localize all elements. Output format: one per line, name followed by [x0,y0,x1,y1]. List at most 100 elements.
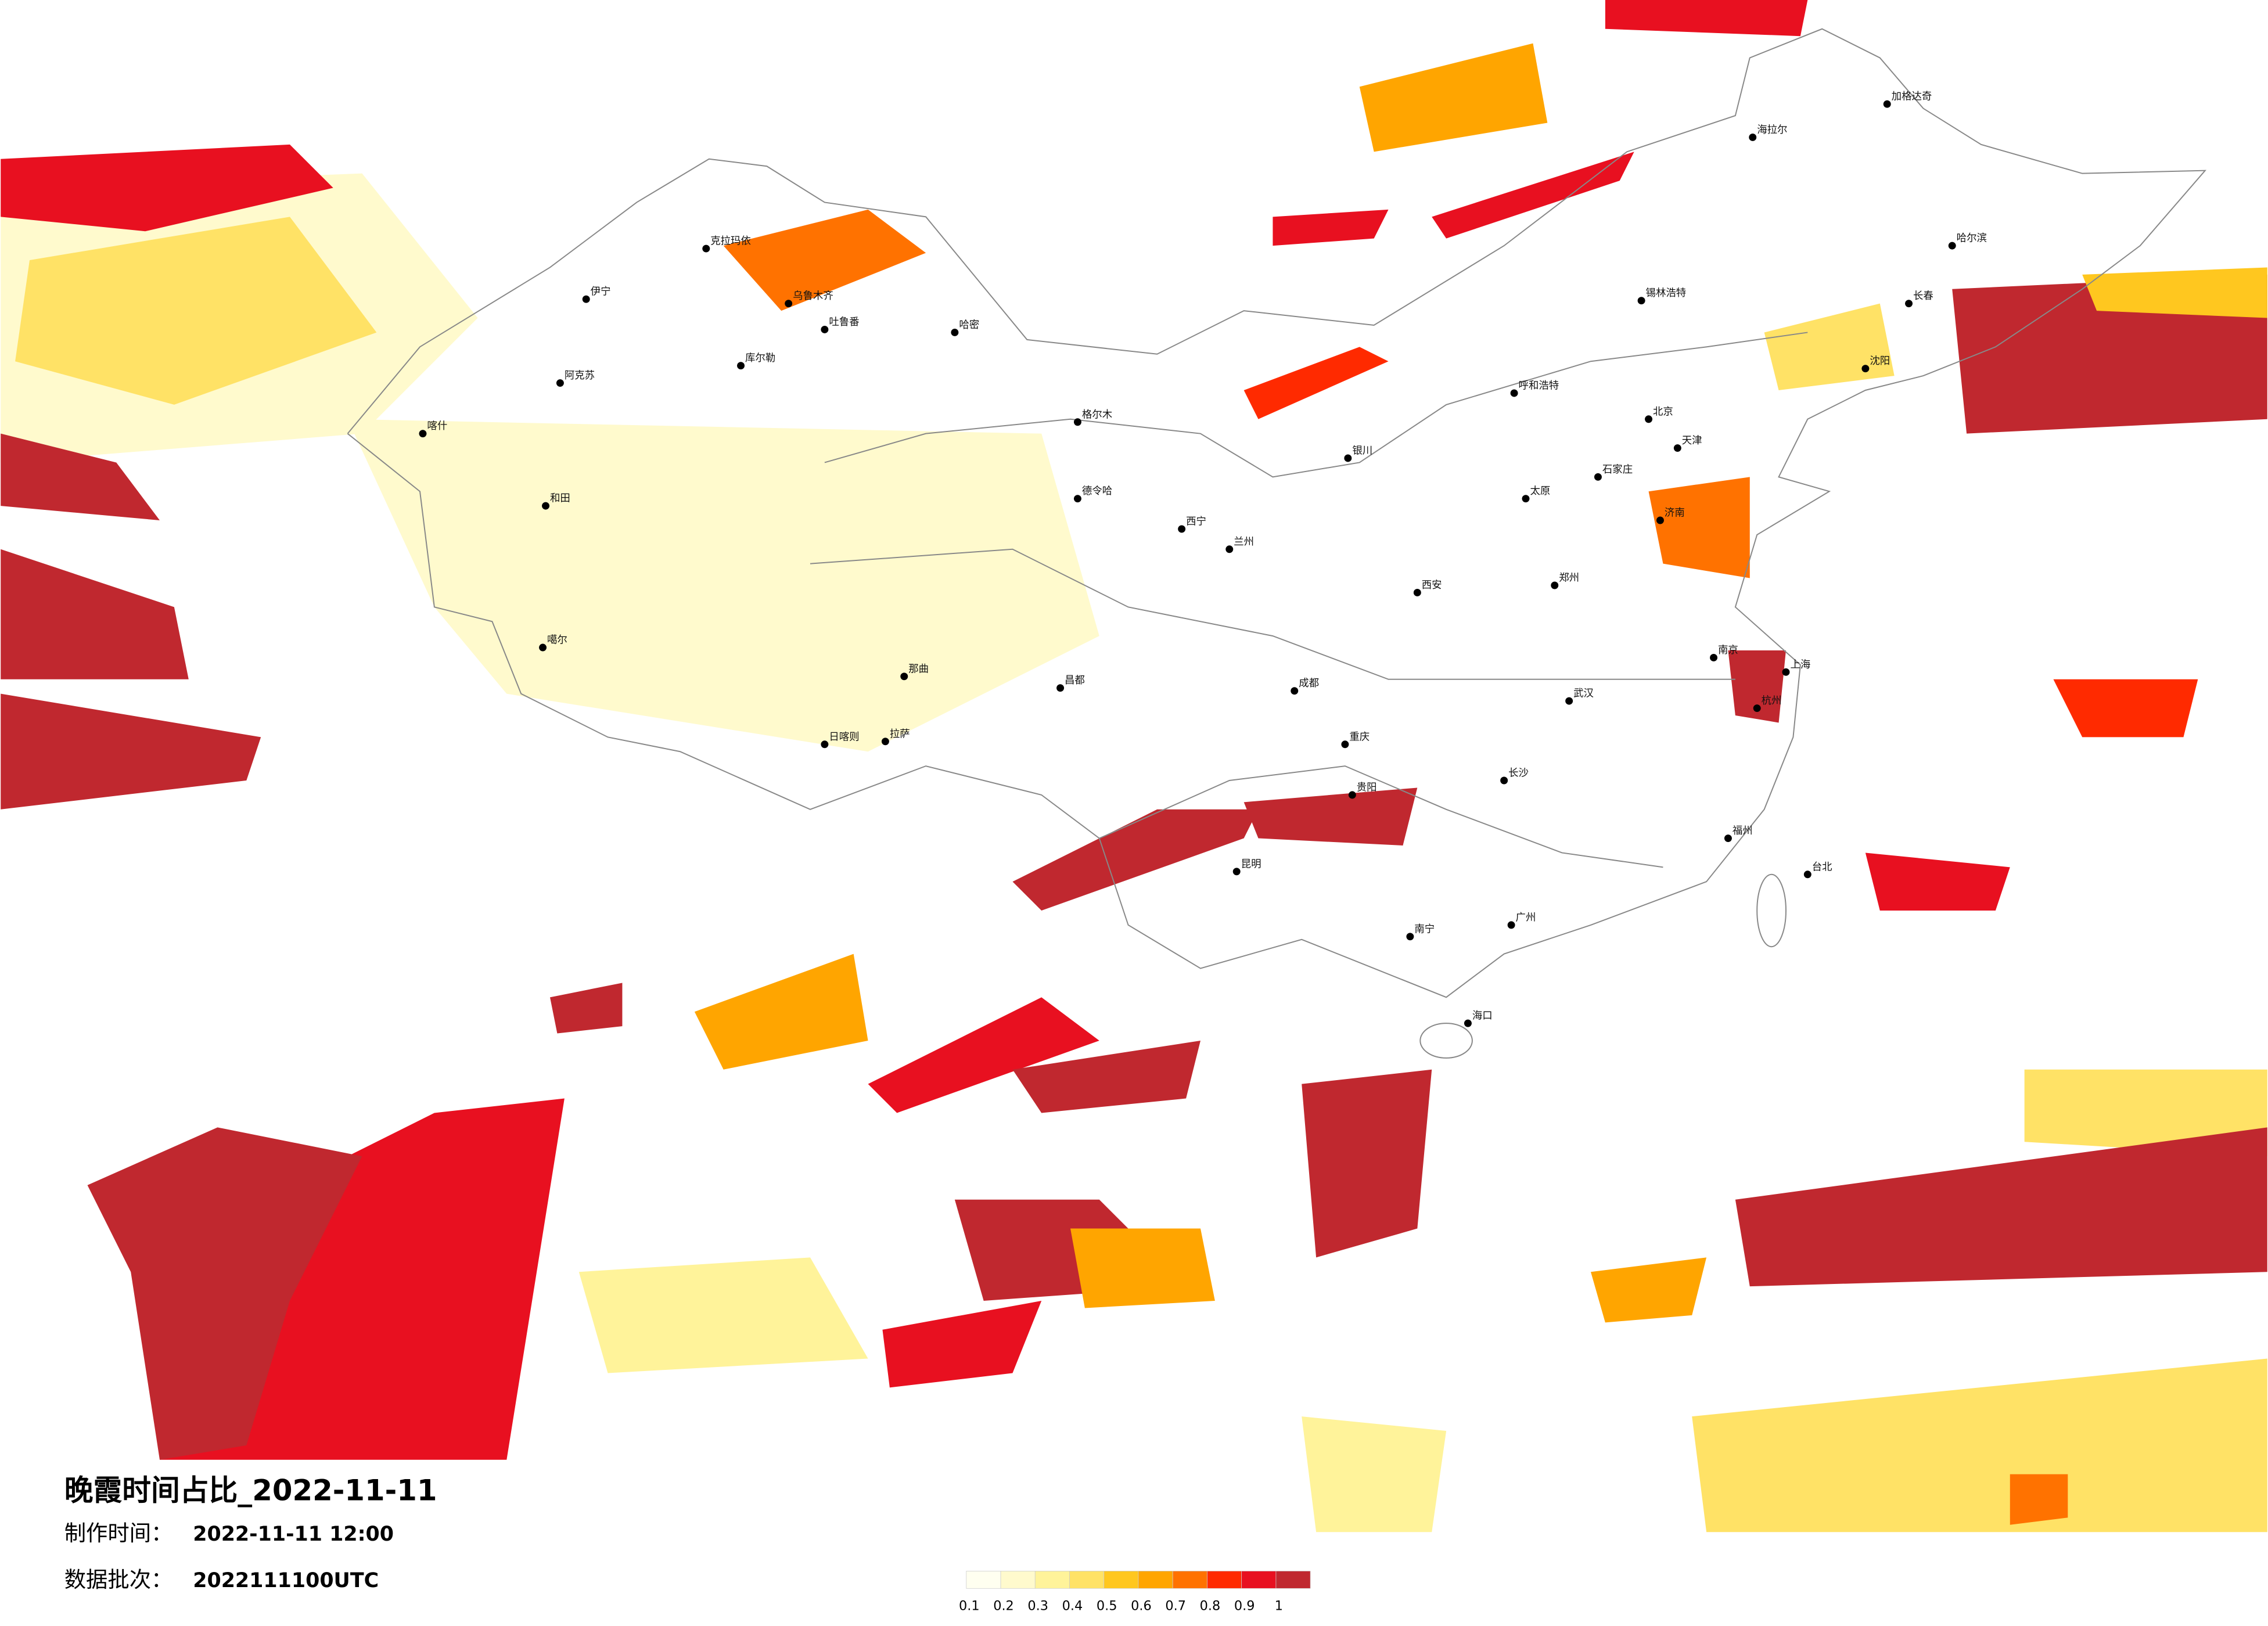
city-label: 海口 [1472,1010,1493,1022]
city-dot [1522,495,1530,503]
province-border [810,548,1735,680]
make-time-label: 制作时间： [64,1520,173,1546]
city-label: 长春 [1913,290,1933,302]
field-area [2082,267,2267,318]
field-area [1865,852,2010,911]
city-label: 北京 [1653,406,1673,418]
city-label: 德令哈 [1082,485,1112,497]
city-label: 日喀则 [829,731,859,743]
city-dot [1645,415,1653,423]
city-label: 呼和浩特 [1519,380,1559,392]
legend-swatch [1207,1571,1242,1589]
city-label: 杭州 [1762,695,1782,707]
field-area [1012,1041,1201,1113]
city-dot [1551,581,1559,589]
field-area [1,144,333,232]
field-area [1605,0,1808,37]
city-dot [1637,297,1645,305]
city-label: 上海 [1790,659,1810,671]
city-dot [1710,653,1718,661]
province-border [824,332,1808,478]
city-dot [1565,697,1573,705]
city-label: 武汉 [1573,688,1594,700]
city-dot [900,672,908,681]
city-label: 加格达奇 [1892,91,1932,103]
city-label: 锡林浩特 [1646,287,1687,299]
city-dot [1905,300,1913,308]
city-dot [1341,740,1349,749]
field-area [1302,1416,1447,1533]
city-dot [556,379,564,387]
legend: 0.1 0.2 0.3 0.4 0.5 0.6 0.7 0.8 0.9 1 [959,1571,1311,1614]
city-label: 南宁 [1414,923,1435,935]
city-label: 天津 [1682,435,1702,447]
city-dot [1413,588,1421,596]
legend-swatch [1104,1571,1139,1589]
legend-swatch [1172,1571,1207,1589]
city-label: 银川 [1352,445,1372,457]
legend-label: 0.3 [1027,1599,1048,1614]
legend-label: 0.9 [1234,1599,1255,1614]
field-area [1648,477,1750,578]
city-dot [1656,516,1664,524]
city-label: 郑州 [1559,573,1579,584]
city-label: 那曲 [908,663,929,675]
city-label: 广州 [1516,912,1536,923]
city-dot [1803,870,1811,879]
field-area [1243,787,1418,846]
legend-swatch [1275,1571,1311,1589]
city-label: 拉萨 [890,728,910,740]
city-dot [1073,418,1081,426]
city-dot [702,244,710,253]
city-dot [1225,545,1234,553]
city-label: 克拉玛依 [710,236,751,247]
city-dot [1510,389,1518,397]
field-area [1432,152,1634,239]
field-area [2024,1069,2267,1157]
legend-swatch [1034,1571,1070,1589]
field-area [1764,303,1895,390]
city-label: 阿克苏 [565,370,595,382]
city-label: 南京 [1718,645,1738,656]
legend-swatch [1000,1571,1036,1589]
city-dot [419,430,427,438]
field-area [2010,1474,2068,1525]
field-area [2053,679,2198,738]
city-label: 兰州 [1234,536,1254,548]
city-dot [1056,684,1065,692]
city-dot [821,740,829,749]
field-area [694,954,868,1070]
city-label: 库尔勒 [745,352,775,364]
make-time-value: 2022-11-11 12:00 [193,1523,394,1546]
field-area [1,549,189,679]
city-dot [1673,444,1681,452]
field-area [1359,43,1548,152]
field-area [1012,809,1259,911]
field-area [549,983,623,1034]
legend-swatch [1138,1571,1173,1589]
city-label: 成都 [1299,678,1319,689]
city-label: 格尔木 [1082,409,1112,420]
field-area [578,1257,868,1373]
city-dot [1464,1019,1472,1027]
legend-label: 1 [1275,1599,1283,1614]
field-area [1243,347,1389,419]
city-dot [1178,525,1186,533]
city-dot [881,738,889,746]
sunset-field [1,0,2267,1533]
city-dot [1500,776,1508,785]
field-area [1692,1358,2267,1533]
city-dot [1507,921,1515,929]
city-label: 喀什 [427,420,447,432]
city-dot [1594,473,1602,481]
city-label: 噶尔 [547,635,567,646]
city-dot [582,295,590,303]
city-dot [821,325,829,333]
field-area [347,419,1099,752]
city-label: 长沙 [1508,768,1529,779]
city-label: 哈密 [959,319,979,331]
legend-label: 0.6 [1131,1599,1152,1614]
city-label: 昌都 [1065,675,1085,686]
city-label: 西安 [1422,580,1442,591]
field-area [882,1301,1042,1388]
